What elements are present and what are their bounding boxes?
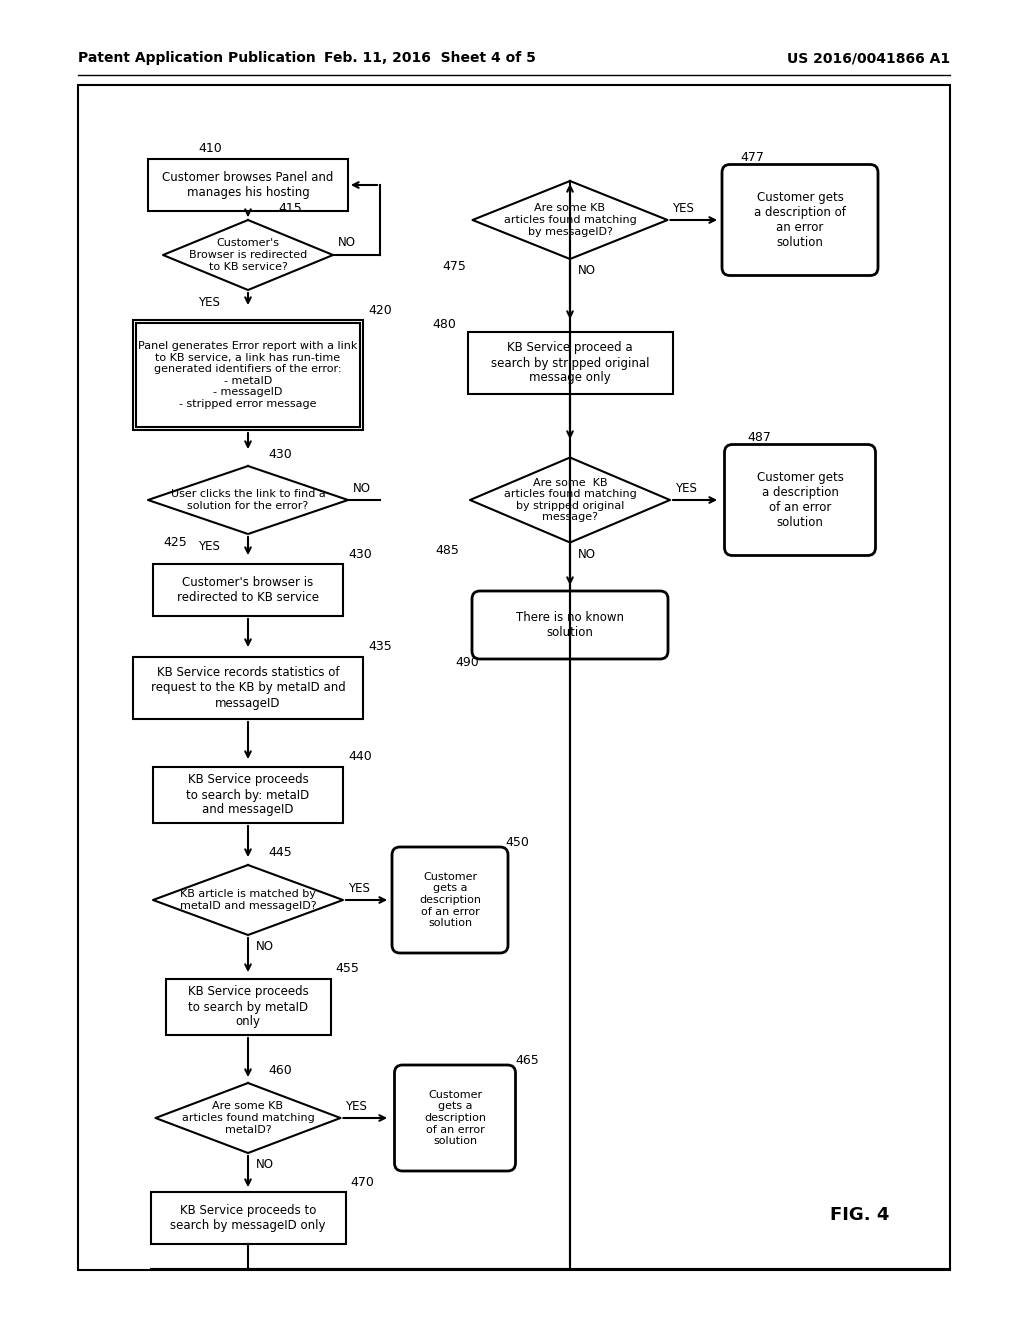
Text: Feb. 11, 2016  Sheet 4 of 5: Feb. 11, 2016 Sheet 4 of 5 (324, 51, 536, 65)
FancyBboxPatch shape (725, 445, 876, 556)
Text: Are some KB
articles found matching
by messageID?: Are some KB articles found matching by m… (504, 203, 636, 236)
Text: KB Service proceed a
search by stripped original
message only: KB Service proceed a search by stripped … (490, 342, 649, 384)
Text: YES: YES (198, 296, 220, 309)
Text: 477: 477 (740, 150, 764, 164)
Polygon shape (148, 466, 348, 535)
Text: Customer
gets a
description
of an error
solution: Customer gets a description of an error … (419, 871, 481, 928)
Text: 445: 445 (268, 846, 292, 859)
Text: 487: 487 (748, 432, 771, 444)
Text: Panel generates Error report with a link
to KB service, a link has run-time
gene: Panel generates Error report with a link… (138, 341, 357, 409)
FancyBboxPatch shape (166, 979, 331, 1035)
Text: Are some KB
articles found matching
metaID?: Are some KB articles found matching meta… (181, 1101, 314, 1135)
Text: NO: NO (578, 548, 596, 561)
Text: 470: 470 (350, 1176, 375, 1188)
FancyBboxPatch shape (394, 1065, 515, 1171)
Text: There is no known
solution: There is no known solution (516, 611, 624, 639)
Text: KB Service proceeds
to search by: metaID
and messageID: KB Service proceeds to search by: metaID… (186, 774, 309, 817)
FancyBboxPatch shape (151, 1192, 345, 1243)
Text: 425: 425 (163, 536, 186, 549)
Text: NO: NO (353, 482, 371, 495)
Text: NO: NO (256, 1159, 274, 1172)
Polygon shape (163, 220, 333, 290)
Text: KB Service records statistics of
request to the KB by metaID and
messageID: KB Service records statistics of request… (151, 667, 345, 710)
Text: 450: 450 (505, 837, 528, 850)
Text: NO: NO (338, 236, 356, 249)
FancyBboxPatch shape (153, 564, 343, 616)
Text: KB Service proceeds to
search by messageID only: KB Service proceeds to search by message… (170, 1204, 326, 1232)
Text: 410: 410 (198, 143, 222, 156)
Text: 430: 430 (348, 548, 372, 561)
Text: NO: NO (578, 264, 596, 277)
FancyBboxPatch shape (133, 319, 362, 430)
Polygon shape (156, 1082, 341, 1152)
Polygon shape (153, 865, 343, 935)
Text: 485: 485 (435, 544, 459, 557)
Text: 460: 460 (268, 1064, 292, 1077)
Text: NO: NO (256, 940, 274, 953)
Text: YES: YES (198, 540, 220, 553)
FancyBboxPatch shape (153, 767, 343, 822)
FancyBboxPatch shape (392, 847, 508, 953)
Text: US 2016/0041866 A1: US 2016/0041866 A1 (786, 51, 950, 65)
Text: 430: 430 (268, 447, 292, 461)
FancyBboxPatch shape (148, 158, 348, 211)
Text: Customer's browser is
redirected to KB service: Customer's browser is redirected to KB s… (177, 576, 319, 605)
Text: Customer browses Panel and
manages his hosting: Customer browses Panel and manages his h… (163, 172, 334, 199)
Text: 440: 440 (348, 751, 372, 763)
FancyBboxPatch shape (722, 165, 878, 276)
Text: Patent Application Publication: Patent Application Publication (78, 51, 315, 65)
Polygon shape (472, 181, 668, 259)
Text: YES: YES (673, 202, 694, 214)
Text: Customer
gets a
description
of an error
solution: Customer gets a description of an error … (424, 1090, 486, 1146)
Text: Are some  KB
articles found matching
by stripped original
message?: Are some KB articles found matching by s… (504, 478, 636, 523)
Text: 435: 435 (368, 640, 392, 653)
Polygon shape (470, 458, 670, 543)
FancyBboxPatch shape (472, 591, 668, 659)
Text: 475: 475 (442, 260, 466, 273)
Text: Customer gets
a description of
an error
solution: Customer gets a description of an error … (754, 191, 846, 249)
Text: Customer gets
a description
of an error
solution: Customer gets a description of an error … (757, 471, 844, 529)
FancyBboxPatch shape (468, 333, 673, 393)
Text: 420: 420 (368, 304, 392, 317)
Text: YES: YES (348, 882, 370, 895)
Text: YES: YES (675, 482, 697, 495)
Text: FIG. 4: FIG. 4 (830, 1206, 890, 1224)
Text: Customer's
Browser is redirected
to KB service?: Customer's Browser is redirected to KB s… (188, 239, 307, 272)
Text: YES: YES (345, 1100, 368, 1113)
Text: 480: 480 (432, 318, 457, 330)
Text: 455: 455 (336, 962, 359, 975)
Text: 490: 490 (455, 656, 479, 669)
Text: 465: 465 (515, 1055, 540, 1068)
Text: User clicks the link to find a
solution for the error?: User clicks the link to find a solution … (171, 490, 326, 511)
Text: KB Service proceeds
to search by metaID
only: KB Service proceeds to search by metaID … (187, 986, 308, 1028)
FancyBboxPatch shape (133, 657, 362, 719)
Text: 415: 415 (278, 202, 302, 214)
Text: KB article is matched by
metaID and messageID?: KB article is matched by metaID and mess… (179, 890, 316, 911)
